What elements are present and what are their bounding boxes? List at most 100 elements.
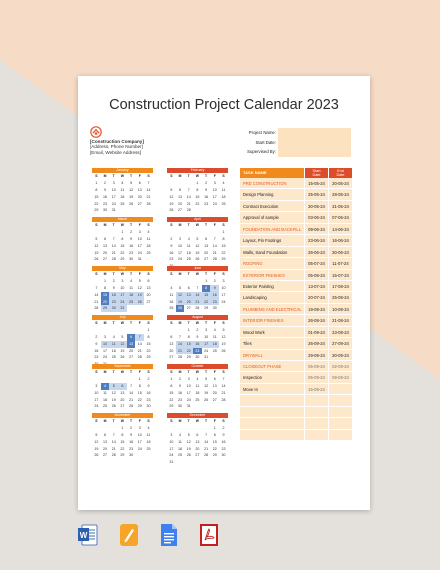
week-row: 25 26 27 28 29 30 <box>167 305 228 313</box>
supervised-by-field[interactable] <box>278 147 351 157</box>
task-end-date: 07-06-24 <box>328 212 352 223</box>
weekday-label: S <box>95 419 98 423</box>
weekday-label: T <box>112 223 115 227</box>
day-cell <box>219 207 228 214</box>
pages-icon[interactable] <box>119 523 139 547</box>
day-cell: 9 <box>112 285 115 290</box>
task-name <box>240 407 304 417</box>
month-august: August S M T W T F S 1 2 3 4 5 6 7 8 9 10 11 12 13 14 15 16 17 18… <box>167 315 228 368</box>
weekday-label: F <box>213 174 216 178</box>
day-cell: 2 <box>222 425 225 430</box>
day-cell: 21 <box>94 299 99 304</box>
day-cell <box>109 229 118 236</box>
day-cell: 27 <box>120 404 125 409</box>
weekday-label: S <box>95 223 98 227</box>
day-cell: 10 <box>204 334 209 339</box>
day-cell: 21 <box>146 194 151 199</box>
day-cell: 7 <box>147 180 150 185</box>
weekday-label: S <box>147 174 150 178</box>
day-cell: 18 <box>221 194 226 199</box>
weekday-label: S <box>147 419 150 423</box>
week-row: 14 15 16 17 18 19 20 <box>92 291 153 299</box>
day-cell <box>101 459 110 466</box>
day-cell <box>118 207 127 214</box>
day-cell: 16 <box>178 390 183 395</box>
day-cell: 23 <box>210 298 220 306</box>
day-cell: 27 <box>212 397 217 402</box>
day-cell: 12 <box>186 439 191 444</box>
day-cell: 17 <box>137 439 142 444</box>
day-cell: 2 <box>179 376 182 381</box>
day-cell <box>176 278 185 285</box>
day-cell: 6 <box>126 333 136 341</box>
day-cell: 14 <box>186 194 191 199</box>
phase-name: CLOSEOUT PHASE <box>243 364 282 369</box>
day-cell <box>210 229 219 236</box>
task-name <box>240 395 304 405</box>
day-cell: 22 <box>120 446 125 451</box>
day-cell: 18 <box>126 291 136 299</box>
week-row: 9 10 11 12 13 14 15 <box>167 243 228 250</box>
day-cell: 9 <box>170 243 173 248</box>
day-cell: 27 <box>103 453 108 458</box>
day-cell: 21 <box>129 397 134 402</box>
week-row: 16 17 18 19 20 21 22 <box>92 348 153 355</box>
day-cell: 18 <box>195 390 200 395</box>
day-cell: 28 <box>146 201 151 206</box>
day-cell: 11 <box>146 236 151 241</box>
task-end-date: 23-08-24 <box>328 326 352 338</box>
project-name-field[interactable] <box>278 128 351 138</box>
day-cell: 9 <box>196 334 199 339</box>
day-cell: 8 <box>138 383 141 388</box>
day-cell: 27 <box>137 201 142 206</box>
day-cell: 22 <box>195 201 200 206</box>
task-start-date: 23-06-24 <box>304 235 328 246</box>
day-cell: 24 <box>137 446 142 451</box>
task-row: EXTERIOR FINISHES 05-08-24 15-07-24 <box>240 269 352 281</box>
day-cell: 13 <box>146 285 151 290</box>
pdf-icon[interactable] <box>199 523 219 547</box>
google-docs-icon[interactable] <box>159 523 179 547</box>
start-date-field[interactable] <box>278 137 351 147</box>
weekday-label: W <box>120 223 124 227</box>
word-icon[interactable]: W <box>78 523 98 547</box>
month-november: November S M T W T F S 1 2 3 4 5 6 7 8 9 10 11 12 13 14 15 16 17… <box>92 413 153 466</box>
day-cell <box>101 376 110 383</box>
day-cell <box>127 459 136 466</box>
weekday-label: T <box>130 370 133 374</box>
day-cell: 11 <box>186 243 191 248</box>
weekday-label: T <box>205 370 208 374</box>
day-cell <box>184 459 193 466</box>
day-cell: 8 <box>201 284 211 292</box>
weekday-label: W <box>120 419 124 423</box>
day-cell: 30 <box>178 404 183 409</box>
day-cell: 15 <box>184 340 194 348</box>
week-row: 24 25 26 27 28 29 30 <box>92 403 153 410</box>
day-cell: 3 <box>205 327 208 332</box>
day-cell: 18 <box>169 299 174 304</box>
day-cell: 21 <box>204 446 209 451</box>
task-start-date: 29-09-24 <box>304 349 328 360</box>
day-cell: 11 <box>178 439 182 444</box>
day-cell: 8 <box>222 236 225 241</box>
day-cell <box>210 403 219 410</box>
day-cell <box>176 327 185 334</box>
day-cell: 2 <box>205 180 208 185</box>
task-start-date <box>304 406 328 418</box>
day-cell: 2 <box>112 278 115 283</box>
day-cell <box>101 327 110 334</box>
day-cell: 23 <box>221 446 226 451</box>
day-cell: 23 <box>109 298 119 306</box>
day-cell: 6 <box>104 236 107 241</box>
week-row: 10 11 12 13 14 15 16 <box>167 439 228 446</box>
day-cell: 29 <box>146 355 151 360</box>
day-cell <box>219 305 228 312</box>
task-row: ROOFING 05-07-24 11-07-24 <box>240 258 352 270</box>
week-row: 11 12 13 14 15 16 17 <box>167 291 228 299</box>
day-cell: 22 <box>94 201 99 206</box>
weekday-label: W <box>120 174 124 178</box>
start-header-line: Start <box>312 168 321 173</box>
day-cell: 20 <box>178 201 183 206</box>
day-cell: 23 <box>129 446 134 451</box>
